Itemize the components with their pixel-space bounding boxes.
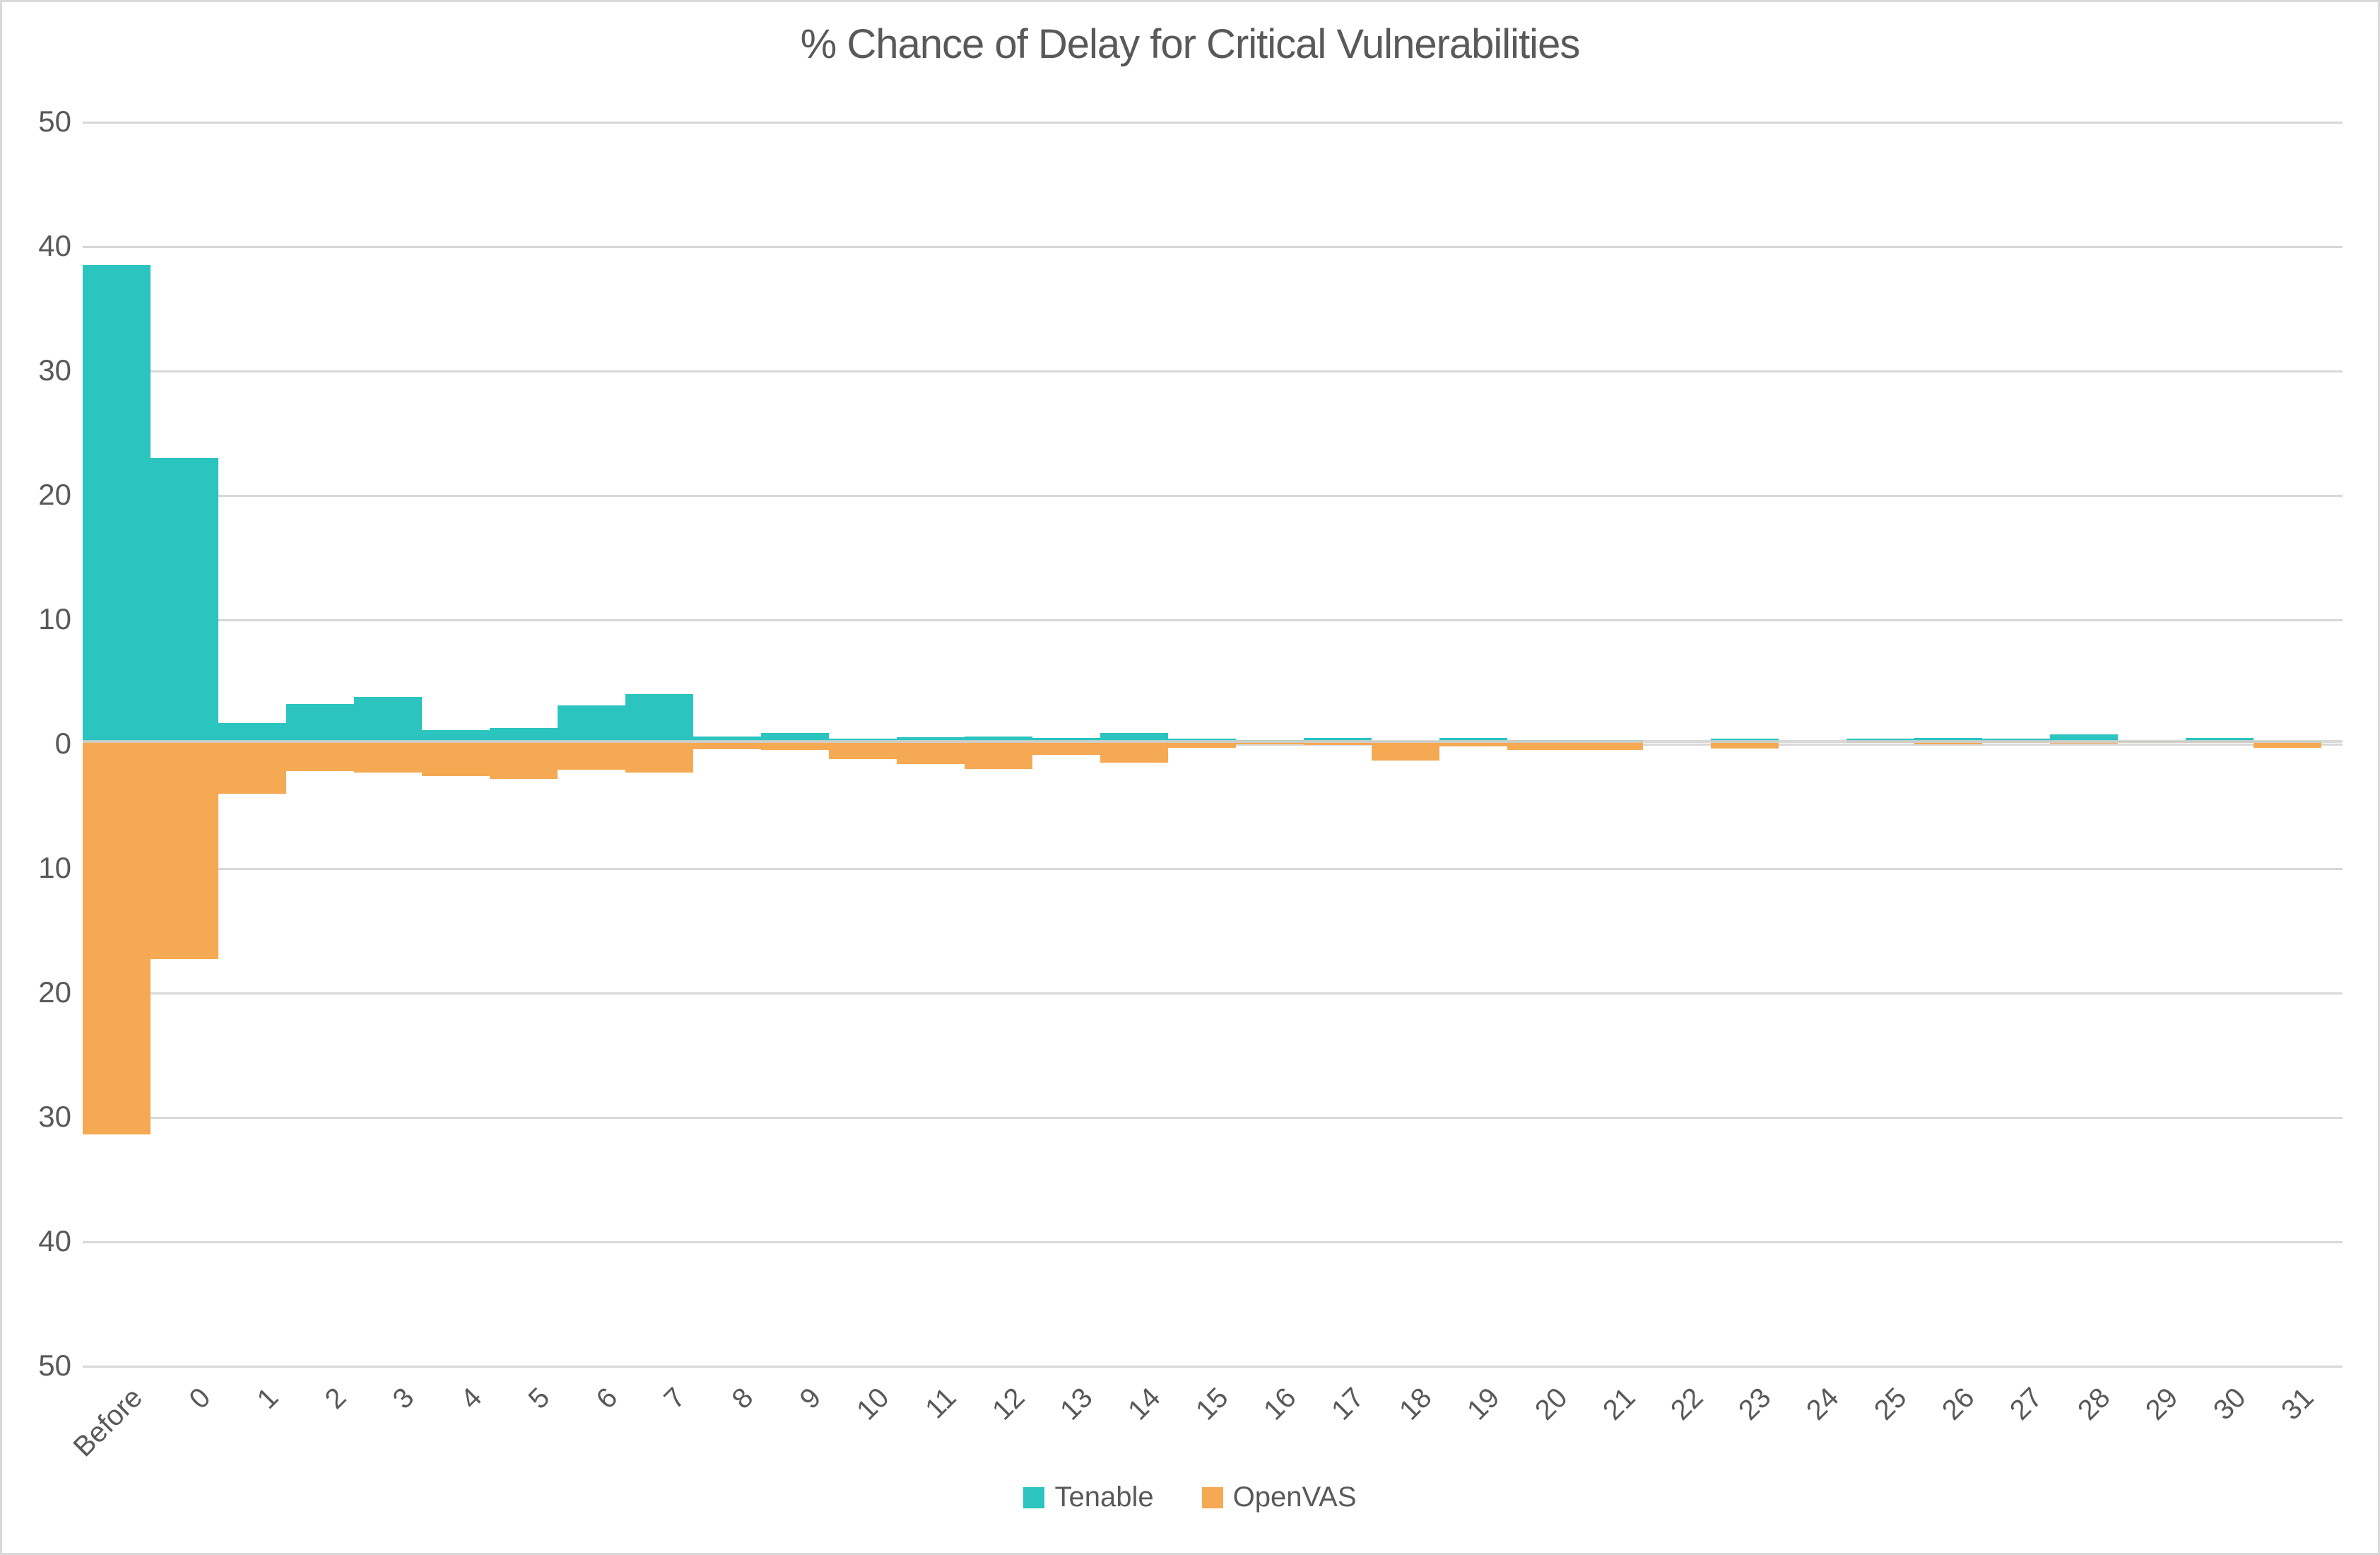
bar-tenable-0 [151,457,218,741]
legend-label-tenable: Tenable [1054,1481,1154,1513]
gridline [83,1366,2343,1368]
gridline [83,1241,2343,1243]
bar-tenable-9 [761,732,829,741]
bar-openvas-31 [2254,741,2321,748]
gridline [83,1117,2343,1119]
bar-tenable-6 [558,705,625,741]
x-axis-tick-label: 31 [2275,1382,2320,1426]
bar-tenable-17 [1304,737,1372,741]
bar-tenable-8 [693,736,761,741]
bar-openvas-3 [354,741,422,773]
y-axis-tick-label: 20 [38,478,71,511]
gridline [83,246,2343,248]
bar-tenable-30 [2186,737,2254,741]
bar-openvas-Before [83,741,151,1135]
y-axis-tick-label: 20 [38,975,71,1009]
bar-tenable-2 [286,704,354,741]
bar-openvas-16 [1236,741,1304,745]
chart-title: % Chance of Delay for Critical Vulnerabi… [800,21,1581,67]
bar-openvas-9 [761,741,829,751]
bar-tenable-3 [354,696,422,741]
gridline [83,370,2343,372]
y-axis-tick-label: 50 [38,105,71,138]
y-axis-tick-label: 30 [38,1100,71,1133]
y-axis-tick-label: 10 [38,851,71,884]
bar-openvas-17 [1304,741,1372,746]
bar-tenable-10 [829,738,897,741]
y-axis-tick-label: 40 [38,1224,71,1257]
legend-swatch-openvas-icon [1201,1486,1223,1508]
y-axis-tick-label: 50 [38,1349,71,1382]
gridline [83,495,2343,497]
bar-tenable-Before [83,264,151,741]
bar-tenable-19 [1439,737,1507,741]
bar-openvas-15 [1168,741,1236,748]
bar-openvas-19 [1439,741,1507,747]
bar-openvas-8 [693,741,761,749]
bar-openvas-20 [1507,741,1575,751]
bar-openvas-2 [286,741,354,772]
bar-tenable-28 [2050,734,2118,741]
gridline [83,992,2343,994]
bar-openvas-12 [965,741,1032,769]
bar-openvas-14 [1100,741,1168,763]
bar-tenable-23 [1711,738,1779,741]
bar-openvas-21 [1575,741,1643,751]
bar-tenable-1 [218,722,286,741]
bar-tenable-4 [422,730,490,741]
bar-tenable-12 [965,736,1032,741]
bar-openvas-10 [829,741,897,759]
y-axis-tick-label: 0 [54,727,71,760]
x-axis-tick-anchor: 31 [2001,1382,2320,1426]
legend-label-openvas: OpenVAS [1232,1481,1357,1513]
bar-openvas-11 [897,741,965,764]
bar-openvas-1 [218,741,286,794]
bar-openvas-23 [1711,741,1779,749]
bar-tenable-11 [897,737,965,741]
bar-tenable-26 [1914,737,1982,741]
bar-tenable-27 [1982,738,2050,741]
zero-axis-line [83,740,2343,743]
bar-openvas-13 [1032,741,1100,756]
bar-tenable-13 [1032,737,1100,741]
legend-swatch-tenable-icon [1023,1486,1045,1508]
bar-openvas-4 [422,741,490,777]
y-axis-tick-label: 30 [38,353,71,387]
bar-openvas-6 [558,741,625,770]
gridline [83,619,2343,621]
bar-tenable-14 [1100,732,1168,741]
bar-openvas-18 [1372,741,1439,761]
bar-openvas-0 [151,741,218,959]
bar-tenable-5 [490,727,558,741]
y-axis-tick-label: 40 [38,229,71,262]
bar-openvas-5 [490,741,558,779]
y-axis-tick-label: 10 [38,602,71,635]
bar-openvas-26 [1914,741,1982,745]
bar-tenable-7 [625,694,693,741]
gridline [83,122,2343,124]
legend: Tenable OpenVAS [2,1481,2378,1513]
bar-openvas-7 [625,741,693,773]
gridline [83,868,2343,870]
